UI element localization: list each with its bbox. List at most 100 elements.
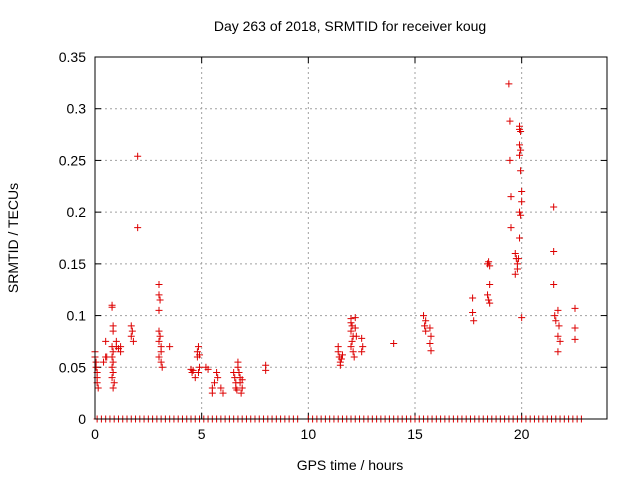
scatter-point: [516, 208, 524, 216]
scatter-point: [214, 374, 222, 382]
scatter-point: [155, 353, 163, 361]
scatter-point: [351, 314, 359, 322]
scatter-point: [102, 337, 110, 345]
x-tick-label: 10: [301, 426, 317, 442]
scatter-point: [217, 384, 225, 392]
scatter-point: [155, 291, 163, 299]
scatter-point: [422, 327, 430, 335]
y-axis-label: SRMTID / TECUs: [5, 183, 21, 293]
x-tick-label: 20: [514, 426, 530, 442]
x-tick-label: 5: [198, 426, 206, 442]
scatter-point: [352, 332, 360, 340]
scatter-point: [194, 368, 202, 376]
scatter-point: [427, 347, 435, 355]
scatter-point: [262, 366, 270, 374]
scatter-point: [129, 337, 137, 345]
scatter-point: [551, 312, 559, 320]
scatter-point: [233, 386, 241, 394]
scatter-point: [514, 255, 522, 263]
x-axis-label: GPS time / hours: [297, 457, 404, 473]
scatter-point: [555, 322, 563, 330]
scatter-point: [552, 317, 560, 325]
scatter-point: [554, 348, 562, 356]
x-tick-label: 0: [91, 426, 99, 442]
scatter-point: [516, 234, 524, 242]
scatter-point: [556, 337, 564, 345]
scatter-point: [191, 374, 199, 382]
scatter-point: [426, 324, 434, 332]
scatter-point: [550, 281, 558, 289]
scatter-point: [110, 379, 118, 387]
scatter-point: [506, 156, 514, 164]
scatter-point: [156, 332, 164, 340]
scatter-point: [336, 361, 344, 369]
axis-ticks: 0 0.05 0.1 0.15 0.2 0.25 0.3 0.35 0 5 10 15 20: [59, 49, 607, 442]
scatter-point: [516, 122, 524, 130]
scatter-point: [347, 327, 355, 335]
scatter-point: [484, 291, 492, 299]
y-tick-label: 0.35: [59, 49, 86, 65]
scatter-point: [337, 355, 345, 363]
scatter-point: [108, 353, 116, 361]
scatter-point: [155, 337, 163, 345]
scatter-point: [109, 368, 117, 376]
scatter-point: [420, 312, 428, 320]
scatter-point: [516, 141, 524, 149]
scatter-point: [571, 304, 579, 312]
scatter-point: [158, 363, 166, 371]
scatter-point: [237, 389, 245, 397]
y-tick-label: 0: [78, 411, 86, 427]
grid: [95, 57, 607, 419]
scatter-point: [157, 358, 165, 366]
scatter-point: [359, 343, 367, 351]
scatter-point: [571, 335, 579, 343]
scatter-point: [94, 384, 102, 392]
scatter-point: [517, 146, 525, 154]
scatter-point: [134, 152, 142, 160]
scatter-point: [554, 332, 562, 340]
chart-title: Day 263 of 2018, SRMTID for receiver kou…: [214, 18, 486, 34]
scatter-point: [347, 343, 355, 351]
scatter-point: [518, 187, 526, 195]
scatter-point: [92, 363, 100, 371]
scatter-point: [127, 322, 135, 330]
scatter-point: [109, 384, 117, 392]
scatter-point: [134, 224, 142, 232]
scatter-point: [421, 322, 429, 330]
scatter-point: [189, 366, 197, 374]
scatter-point: [511, 270, 519, 278]
scatter-point: [155, 281, 163, 289]
scatter-point: [426, 339, 434, 347]
scatter-point: [157, 348, 165, 356]
scatter-point: [422, 317, 430, 325]
scatter-point: [550, 203, 558, 211]
scatter-point: [518, 314, 526, 322]
scatter-point: [469, 308, 477, 316]
scatter-point: [349, 348, 357, 356]
scatter-point: [516, 151, 524, 159]
scatter-point: [235, 368, 243, 376]
scatter-point: [109, 348, 117, 356]
scatter-point: [485, 258, 493, 266]
scatter-point: [554, 306, 562, 314]
plot-frame: [94, 56, 608, 420]
scatter-point: [351, 324, 359, 332]
scatter-point: [469, 294, 477, 302]
scatter-point: [338, 351, 346, 359]
scatter-point: [208, 389, 216, 397]
scatter-point: [156, 296, 164, 304]
x-tick-label: 15: [407, 426, 423, 442]
scatter-point: [486, 299, 494, 307]
scatter-point: [507, 224, 515, 232]
scatter-point: [117, 343, 125, 351]
y-tick-label: 0.3: [67, 101, 87, 117]
scatter-point: [128, 327, 136, 335]
scatter-point: [109, 358, 117, 366]
y-tick-label: 0.15: [59, 256, 86, 272]
scatter-point: [210, 379, 218, 387]
scatter-point: [390, 339, 398, 347]
scatter-point: [470, 317, 478, 325]
scatter-point: [506, 117, 514, 125]
scatter-point: [234, 363, 242, 371]
scatter-point: [517, 127, 525, 135]
